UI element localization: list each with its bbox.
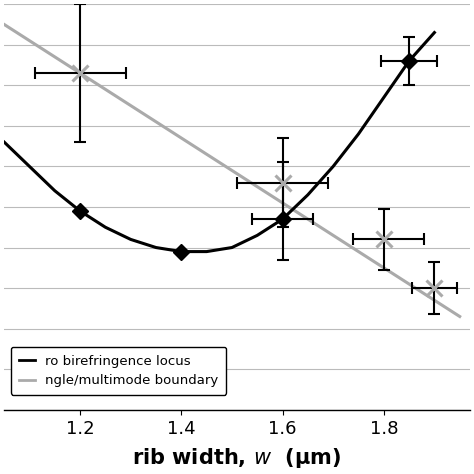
X-axis label: rib width, $w$  (μm): rib width, $w$ (μm) — [132, 446, 342, 470]
Legend: ro birefringence locus, ngle/multimode boundary: ro birefringence locus, ngle/multimode b… — [11, 346, 226, 395]
